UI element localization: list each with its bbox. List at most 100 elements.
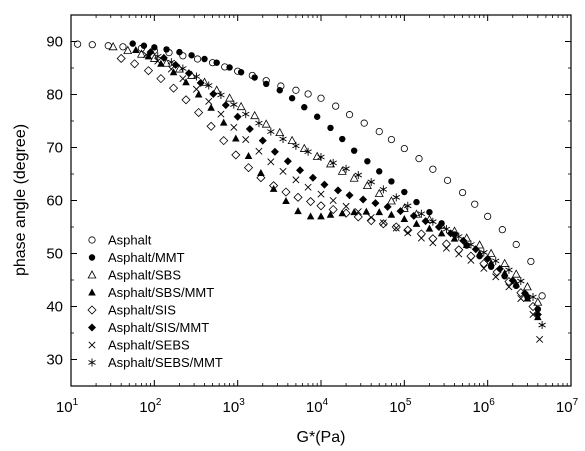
data-point bbox=[194, 107, 204, 118]
data-point bbox=[479, 259, 489, 269]
data-point bbox=[221, 101, 230, 110]
data-point bbox=[154, 52, 162, 61]
data-point bbox=[399, 203, 409, 212]
data-point bbox=[292, 176, 300, 184]
legend-item: Asphalt/SBS bbox=[87, 268, 181, 283]
x-tick-label: 105 bbox=[389, 397, 412, 416]
series-4 bbox=[116, 53, 538, 312]
data-point bbox=[442, 244, 450, 252]
data-point bbox=[362, 180, 372, 190]
data-point bbox=[119, 43, 127, 51]
data-point bbox=[354, 208, 362, 216]
data-point bbox=[329, 158, 337, 167]
data-point bbox=[375, 208, 384, 216]
data-point bbox=[426, 208, 433, 216]
data-point bbox=[242, 110, 250, 119]
data-point bbox=[429, 165, 437, 173]
data-point bbox=[279, 167, 287, 175]
legend-label: Asphalt/SEBS bbox=[108, 338, 190, 353]
legend-item: Asphalt/MMT bbox=[88, 250, 185, 265]
x-tick-base: 10 bbox=[556, 399, 573, 416]
data-point bbox=[484, 212, 492, 220]
data-point bbox=[245, 124, 254, 133]
data-point bbox=[163, 46, 170, 53]
data-point bbox=[480, 248, 488, 257]
data-point bbox=[417, 234, 425, 242]
data-point bbox=[350, 147, 358, 154]
x-tick-label: 101 bbox=[56, 397, 79, 416]
data-point bbox=[283, 157, 292, 166]
data-point bbox=[387, 210, 396, 218]
data-point bbox=[412, 219, 421, 227]
x-tick-base: 10 bbox=[56, 399, 73, 416]
data-point bbox=[359, 195, 368, 204]
data-point bbox=[226, 64, 233, 71]
data-point bbox=[261, 119, 271, 128]
data-point bbox=[442, 225, 451, 234]
data-point bbox=[374, 188, 384, 198]
data-point bbox=[349, 173, 359, 182]
x-tick-label: 103 bbox=[223, 397, 246, 416]
data-point bbox=[387, 135, 396, 144]
data-point bbox=[213, 59, 220, 66]
data-point bbox=[193, 55, 202, 63]
data-point bbox=[255, 119, 263, 128]
data-point bbox=[205, 81, 213, 90]
data-point bbox=[181, 95, 191, 105]
data-point bbox=[528, 301, 538, 312]
data-point bbox=[529, 292, 537, 301]
data-point bbox=[467, 256, 475, 264]
data-point bbox=[339, 135, 346, 143]
x-tick-base: 10 bbox=[389, 399, 406, 416]
data-point bbox=[409, 211, 418, 220]
legend-item: Asphalt/SIS/MMT bbox=[88, 320, 209, 335]
data-point bbox=[130, 59, 140, 69]
data-point bbox=[360, 119, 368, 127]
data-point bbox=[329, 196, 337, 205]
data-point bbox=[429, 217, 437, 226]
x-tick-exponent: 3 bbox=[239, 397, 245, 408]
series-3 bbox=[132, 45, 542, 321]
data-point bbox=[345, 191, 354, 200]
data-point bbox=[511, 269, 521, 278]
data-point bbox=[492, 256, 500, 265]
data-point bbox=[256, 173, 266, 183]
data-point bbox=[328, 204, 338, 215]
data-point bbox=[459, 236, 468, 245]
data-point bbox=[196, 78, 205, 87]
series-5 bbox=[146, 48, 542, 319]
data-point bbox=[455, 250, 463, 258]
data-point bbox=[237, 69, 245, 76]
data-point bbox=[326, 210, 335, 218]
data-point bbox=[500, 269, 509, 277]
data-point bbox=[317, 94, 325, 102]
data-point bbox=[342, 202, 350, 210]
data-point bbox=[275, 127, 285, 137]
data-point bbox=[296, 166, 305, 175]
legend-label: Asphalt/SBS/MMT bbox=[108, 285, 214, 300]
data-point bbox=[366, 216, 376, 226]
legend-symbol bbox=[88, 254, 96, 261]
data-point bbox=[520, 289, 529, 298]
data-point bbox=[233, 112, 242, 121]
data-point bbox=[306, 212, 315, 220]
data-point bbox=[367, 213, 375, 221]
data-point bbox=[378, 219, 388, 229]
data-point bbox=[392, 224, 400, 232]
data-point bbox=[383, 202, 392, 211]
data-point bbox=[207, 103, 215, 111]
data-point bbox=[327, 124, 334, 132]
data-point bbox=[512, 240, 520, 249]
legend-item: Asphalt/SEBS/MMT bbox=[88, 355, 223, 370]
data-point bbox=[156, 74, 166, 84]
data-point bbox=[132, 45, 140, 53]
data-point bbox=[219, 118, 228, 126]
data-point bbox=[201, 55, 208, 63]
data-point bbox=[512, 280, 521, 288]
data-point bbox=[342, 164, 350, 173]
legend-symbol bbox=[88, 288, 96, 296]
data-point bbox=[306, 196, 316, 207]
data-point bbox=[232, 134, 240, 142]
